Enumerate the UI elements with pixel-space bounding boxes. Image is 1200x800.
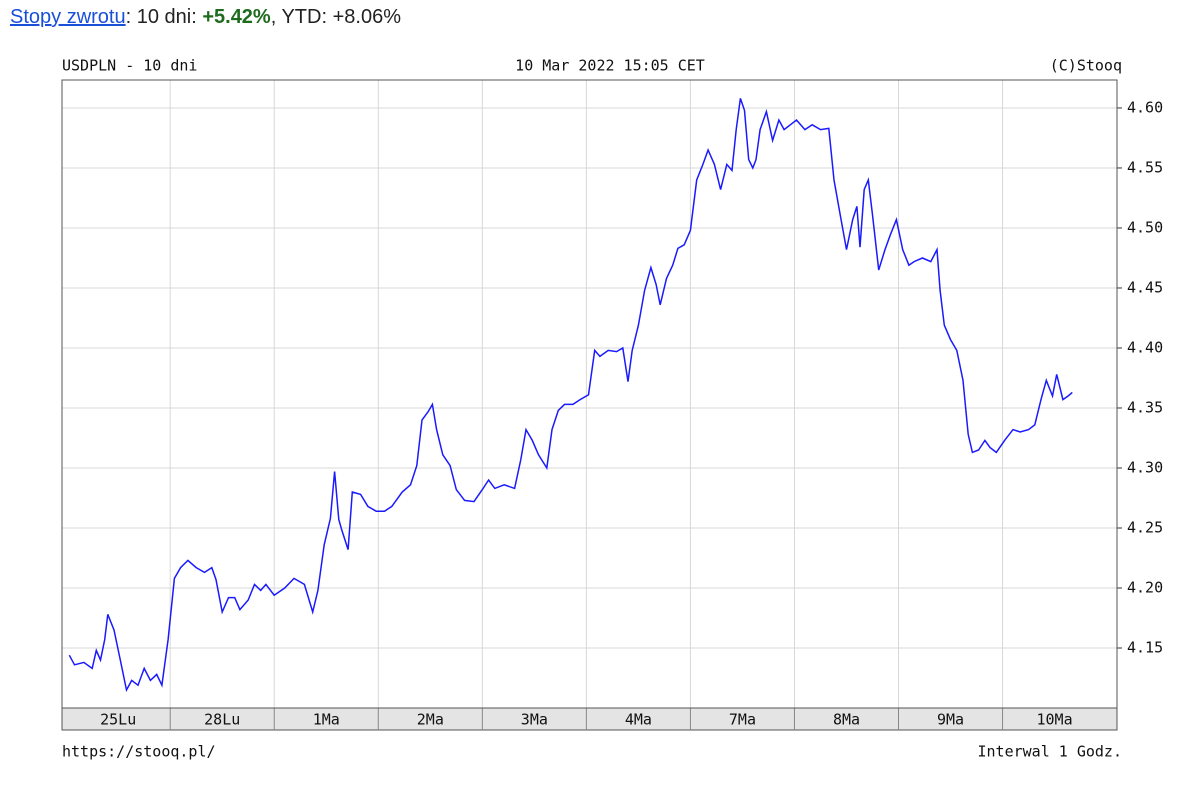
price-line <box>68 98 1073 693</box>
x-tick-label: 25Lu <box>100 711 136 729</box>
x-tick-label: 8Ma <box>833 711 860 729</box>
copyright: (C)Stooq <box>1050 57 1122 75</box>
x-tick-label: 2Ma <box>417 711 444 729</box>
x-tick-label: 4Ma <box>625 711 652 729</box>
source: https://stooq.pl/ <box>62 743 216 761</box>
period-text: : 10 dni: <box>125 6 203 28</box>
y-tick-label: 4.60 <box>1127 98 1163 116</box>
x-tick-label: 7Ma <box>729 711 756 729</box>
y-tick-label: 4.55 <box>1127 158 1163 176</box>
x-tick-label: 1Ma <box>313 711 340 729</box>
timestamp: 10 Mar 2022 15:05 CET <box>515 57 705 75</box>
x-tick-label: 28Lu <box>204 711 240 729</box>
returns-header: Stopy zwrotu: 10 dni: +5.42%, YTD: +8.06… <box>10 6 401 29</box>
chart-title: USDPLN - 10 dni <box>62 57 197 75</box>
x-tick-label: 10Ma <box>1037 711 1073 729</box>
y-tick-label: 4.25 <box>1127 518 1163 536</box>
y-tick-label: 4.45 <box>1127 278 1163 296</box>
returns-link[interactable]: Stopy zwrotu <box>10 6 126 28</box>
interval: Interwal 1 Godz. <box>978 743 1123 761</box>
y-tick-label: 4.40 <box>1127 338 1163 356</box>
y-tick-label: 4.15 <box>1127 638 1163 656</box>
y-tick-label: 4.50 <box>1127 218 1163 236</box>
y-tick-label: 4.35 <box>1127 398 1163 416</box>
y-tick-label: 4.20 <box>1127 578 1163 596</box>
x-tick-label: 9Ma <box>937 711 964 729</box>
x-tick-label: 3Ma <box>521 711 548 729</box>
return-10d: +5.42% <box>202 6 271 28</box>
ytd-text: , YTD: +8.06% <box>270 6 401 28</box>
y-tick-label: 4.30 <box>1127 458 1163 476</box>
plot-frame <box>61 79 1118 709</box>
